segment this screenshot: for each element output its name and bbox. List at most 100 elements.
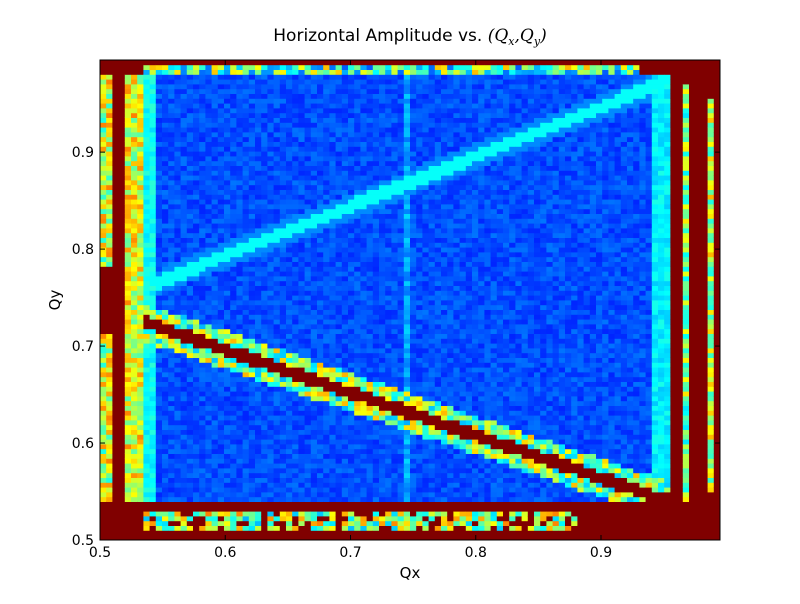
heatmap-cell [155, 204, 163, 210]
heatmap-cell [354, 165, 361, 171]
heatmap-cell [286, 300, 293, 306]
heatmap-cell [186, 271, 194, 277]
heatmap-cell [118, 391, 126, 397]
heatmap-cell [310, 434, 318, 440]
heatmap-cell [217, 386, 225, 392]
heatmap-cell [298, 314, 305, 320]
heatmap-cell [255, 252, 262, 258]
heatmap-cell [106, 256, 113, 262]
heatmap-cell [217, 290, 225, 296]
heatmap-cell [385, 468, 392, 474]
heatmap-cell [354, 108, 361, 114]
heatmap-cell [168, 520, 175, 526]
heatmap-cell [118, 127, 126, 133]
heatmap-cell [131, 127, 138, 133]
heatmap-cell [354, 127, 361, 133]
heatmap-cell [317, 530, 324, 536]
heatmap-cell [348, 285, 355, 291]
heatmap-cell [112, 69, 119, 75]
heatmap-cell [391, 424, 398, 430]
heatmap-cell [230, 381, 237, 387]
heatmap-cell [341, 228, 349, 234]
heatmap-cell [199, 511, 206, 517]
heatmap-cell [267, 194, 274, 200]
heatmap-cell [317, 228, 324, 234]
heatmap-cell [118, 271, 126, 277]
heatmap-cell [360, 304, 367, 310]
heatmap-cell [286, 424, 293, 430]
heatmap-cell [174, 304, 181, 310]
heatmap-cell [397, 108, 405, 114]
heatmap-cell [341, 213, 349, 219]
heatmap-cell [341, 184, 349, 190]
heatmap-cell [124, 232, 132, 238]
heatmap-cell [341, 204, 349, 210]
heatmap-cell [248, 160, 256, 166]
heatmap-cell [360, 300, 367, 306]
heatmap-cell [112, 444, 119, 450]
heatmap-cell [155, 472, 163, 478]
heatmap-cell [149, 516, 157, 522]
heatmap-cell [180, 237, 188, 243]
heatmap-cell [397, 194, 405, 200]
heatmap-cell [168, 242, 175, 248]
heatmap-cell [137, 160, 144, 166]
heatmap-cell [397, 127, 405, 133]
heatmap-cell [155, 64, 163, 70]
heatmap-cell [180, 429, 188, 435]
heatmap-cell [329, 386, 336, 392]
heatmap-cell [118, 256, 126, 262]
heatmap-cell [131, 472, 138, 478]
heatmap-cell [348, 88, 355, 94]
heatmap-cell [230, 151, 237, 157]
heatmap-cell [348, 468, 355, 474]
heatmap-cell [341, 256, 349, 262]
heatmap-cell [323, 463, 330, 469]
heatmap-cell [341, 136, 349, 142]
heatmap-cell [230, 232, 237, 238]
heatmap-cell [255, 506, 262, 512]
heatmap-cell [298, 453, 305, 459]
heatmap-cell [372, 410, 380, 416]
heatmap-cell [403, 477, 411, 483]
heatmap-cell [155, 117, 163, 123]
heatmap-cell [205, 516, 212, 522]
heatmap-cell [186, 357, 194, 363]
heatmap-cell [143, 535, 150, 541]
heatmap-cell [372, 141, 380, 147]
heatmap-cell [155, 156, 163, 162]
heatmap-cell [341, 348, 349, 354]
heatmap-cell [193, 271, 200, 277]
heatmap-cell [255, 376, 262, 382]
heatmap-cell [348, 324, 355, 330]
heatmap-cell [341, 79, 349, 85]
heatmap-cell [236, 391, 243, 397]
heatmap-cell [304, 165, 312, 171]
heatmap-cell [255, 468, 262, 474]
heatmap-cell [131, 218, 138, 224]
heatmap-cell [124, 487, 132, 493]
heatmap-cell [298, 458, 305, 464]
heatmap-cell [323, 367, 330, 373]
heatmap-cell [230, 213, 237, 219]
heatmap-cell [186, 468, 194, 474]
heatmap-cell [397, 530, 405, 536]
heatmap-cell [236, 367, 243, 373]
heatmap-cell [230, 290, 237, 296]
heatmap-cell [335, 228, 343, 234]
heatmap-cell [242, 506, 250, 512]
heatmap-cell [180, 314, 188, 320]
heatmap-cell [242, 208, 250, 214]
heatmap-cell [236, 482, 243, 488]
heatmap-cell [379, 74, 386, 80]
heatmap-cell [205, 372, 212, 378]
heatmap-cell [106, 487, 113, 493]
heatmap-cell [273, 252, 281, 258]
heatmap-cell [341, 304, 349, 310]
heatmap-cell [248, 242, 256, 248]
heatmap-cell [199, 242, 206, 248]
heatmap-cell [137, 391, 144, 397]
heatmap-cell [100, 290, 107, 296]
heatmap-cell [248, 136, 256, 142]
heatmap-cell [261, 516, 268, 522]
